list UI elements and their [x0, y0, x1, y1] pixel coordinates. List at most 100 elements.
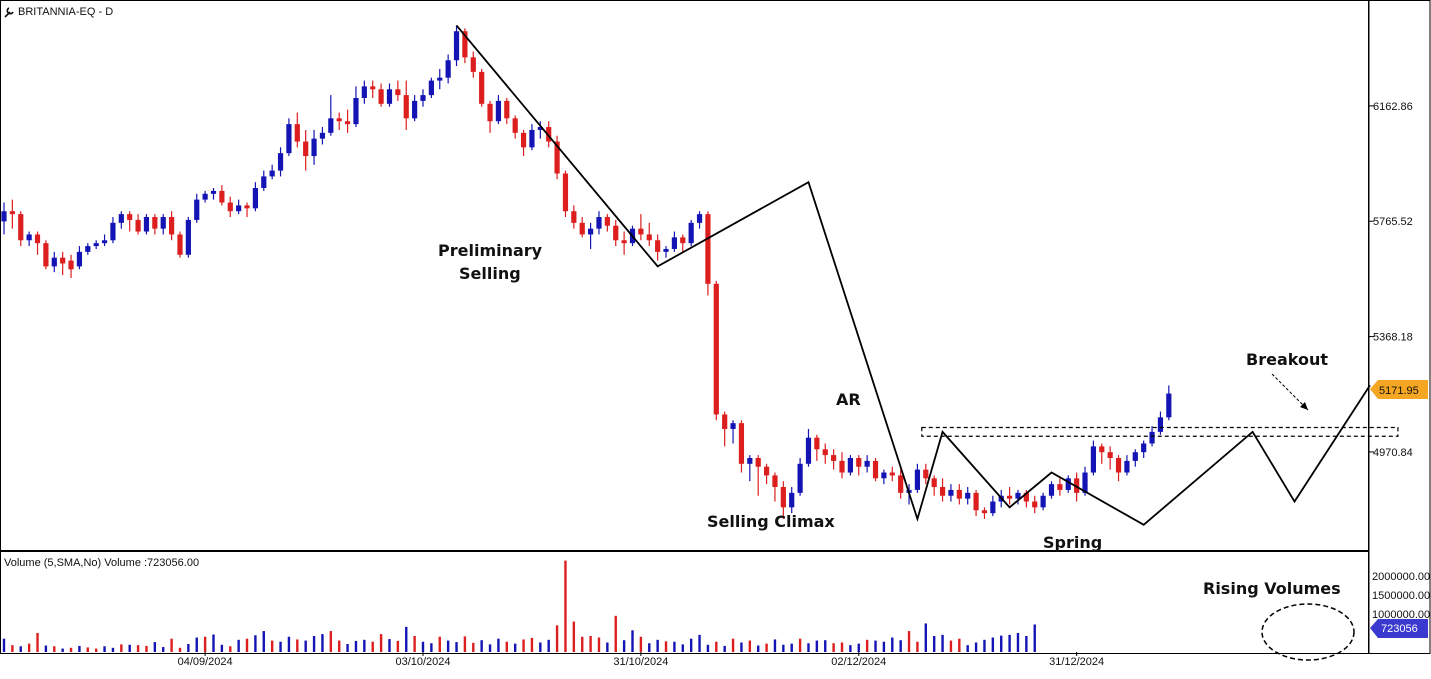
candle-body — [537, 127, 543, 130]
candle-body — [872, 460, 879, 479]
candle-body — [470, 57, 476, 72]
candle-body — [1132, 452, 1138, 461]
volume-tick-label: 2000000.00 — [1372, 571, 1430, 583]
candle-body — [579, 222, 585, 235]
candle-body — [453, 31, 460, 61]
candle-body — [194, 199, 200, 220]
candle-body — [688, 222, 694, 244]
candle-body — [923, 469, 929, 479]
candle-body — [68, 260, 74, 270]
price-tick-label: 6162.86 — [1373, 101, 1413, 113]
symbol-title[interactable]: BRITANNIA-EQ - D — [18, 6, 113, 18]
candle-body — [487, 103, 493, 122]
candle-body — [437, 77, 443, 81]
candle-body — [76, 251, 83, 267]
candle-body — [571, 211, 577, 223]
candle-body — [353, 98, 359, 125]
price-panel-frame — [0, 0, 1369, 551]
candle-body — [981, 510, 988, 514]
candle-body — [495, 100, 502, 122]
last-price-label: 5171.95 — [1379, 385, 1419, 397]
candle-body — [956, 489, 962, 499]
volume-tick-label: 1500000.00 — [1372, 590, 1430, 602]
rising-volume-ellipse — [1261, 603, 1355, 661]
candle-body — [504, 100, 510, 119]
last-volume-label: 723056 — [1381, 623, 1418, 635]
date-tick-label: 31/10/2024 — [613, 656, 668, 668]
candle-body — [286, 124, 292, 154]
annotation-selling-climax: Selling Climax — [707, 512, 835, 531]
candle-body — [26, 234, 32, 241]
candle-body — [638, 228, 644, 235]
candle-body — [1040, 495, 1046, 508]
candle-body — [588, 228, 594, 235]
candle-body — [1115, 458, 1122, 473]
candle-body — [1007, 495, 1013, 499]
candle-body — [965, 492, 971, 499]
candle-body — [696, 214, 703, 223]
candle-body — [169, 217, 175, 235]
candle-body — [914, 469, 921, 490]
candle-body — [839, 460, 845, 473]
candle-body — [596, 217, 602, 229]
candle-body — [319, 132, 326, 139]
candle-body — [554, 141, 560, 174]
date-tick-label: 03/10/2024 — [395, 656, 450, 668]
candle-body — [219, 190, 225, 203]
volume-tick-label: 1000000.00 — [1372, 609, 1430, 621]
candle-body — [889, 472, 895, 476]
candle-body — [277, 153, 284, 171]
candle-body — [847, 458, 853, 473]
candle-body — [303, 141, 309, 157]
candle-body — [797, 463, 803, 493]
candle-body — [1015, 492, 1021, 499]
candle-body — [420, 95, 426, 101]
candle-body — [546, 127, 552, 142]
breakout-arrow — [1271, 373, 1309, 411]
date-axis: 04/09/2024 03/10/2024 31/10/2024 02/12/2024… — [178, 652, 1104, 668]
candle-body — [1107, 452, 1113, 458]
candle-body — [562, 173, 569, 212]
candle-body — [671, 237, 677, 249]
candle-body — [814, 437, 820, 450]
candle-body — [344, 121, 351, 125]
volume-title: Volume (5,SMA,No) Volume :723056.00 — [4, 557, 199, 569]
candle-body — [738, 423, 745, 464]
candle-body — [361, 86, 367, 98]
candle-body — [1099, 446, 1105, 453]
candle-body — [621, 240, 627, 244]
volume-axis: 2000000.00 1500000.00 1000000.00 — [1372, 571, 1430, 621]
candle-body — [1, 211, 7, 222]
candle-body — [60, 257, 66, 264]
candle-body — [336, 118, 342, 122]
candle-body — [680, 237, 686, 244]
candle-body — [378, 89, 384, 104]
candle-body — [445, 60, 451, 78]
candle-body — [135, 219, 141, 232]
candle-body — [85, 246, 91, 252]
candle-body — [236, 205, 242, 212]
trendline-overlay — [455, 24, 1399, 661]
candle-body — [51, 257, 57, 267]
candle-body — [1074, 478, 1080, 493]
candle-body — [898, 475, 904, 493]
candle-body — [43, 243, 49, 267]
annotation-breakout: Breakout — [1246, 350, 1328, 369]
candle-body — [18, 214, 24, 241]
last-volume-marker: 723056 — [1370, 619, 1428, 638]
candle-body — [881, 472, 887, 479]
candle-body — [1048, 484, 1055, 496]
candle-body — [1157, 417, 1164, 432]
candle-body — [1124, 460, 1130, 473]
price-axis-frame — [1368, 0, 1431, 654]
candle-body — [722, 414, 728, 429]
candle-body — [822, 449, 828, 456]
annotation-preliminary: Preliminary — [438, 241, 543, 260]
candle-body — [772, 475, 778, 488]
wrench-icon[interactable] — [4, 7, 14, 18]
candle-body — [1090, 446, 1096, 473]
candle-body — [269, 170, 275, 177]
candle-body — [805, 437, 812, 464]
